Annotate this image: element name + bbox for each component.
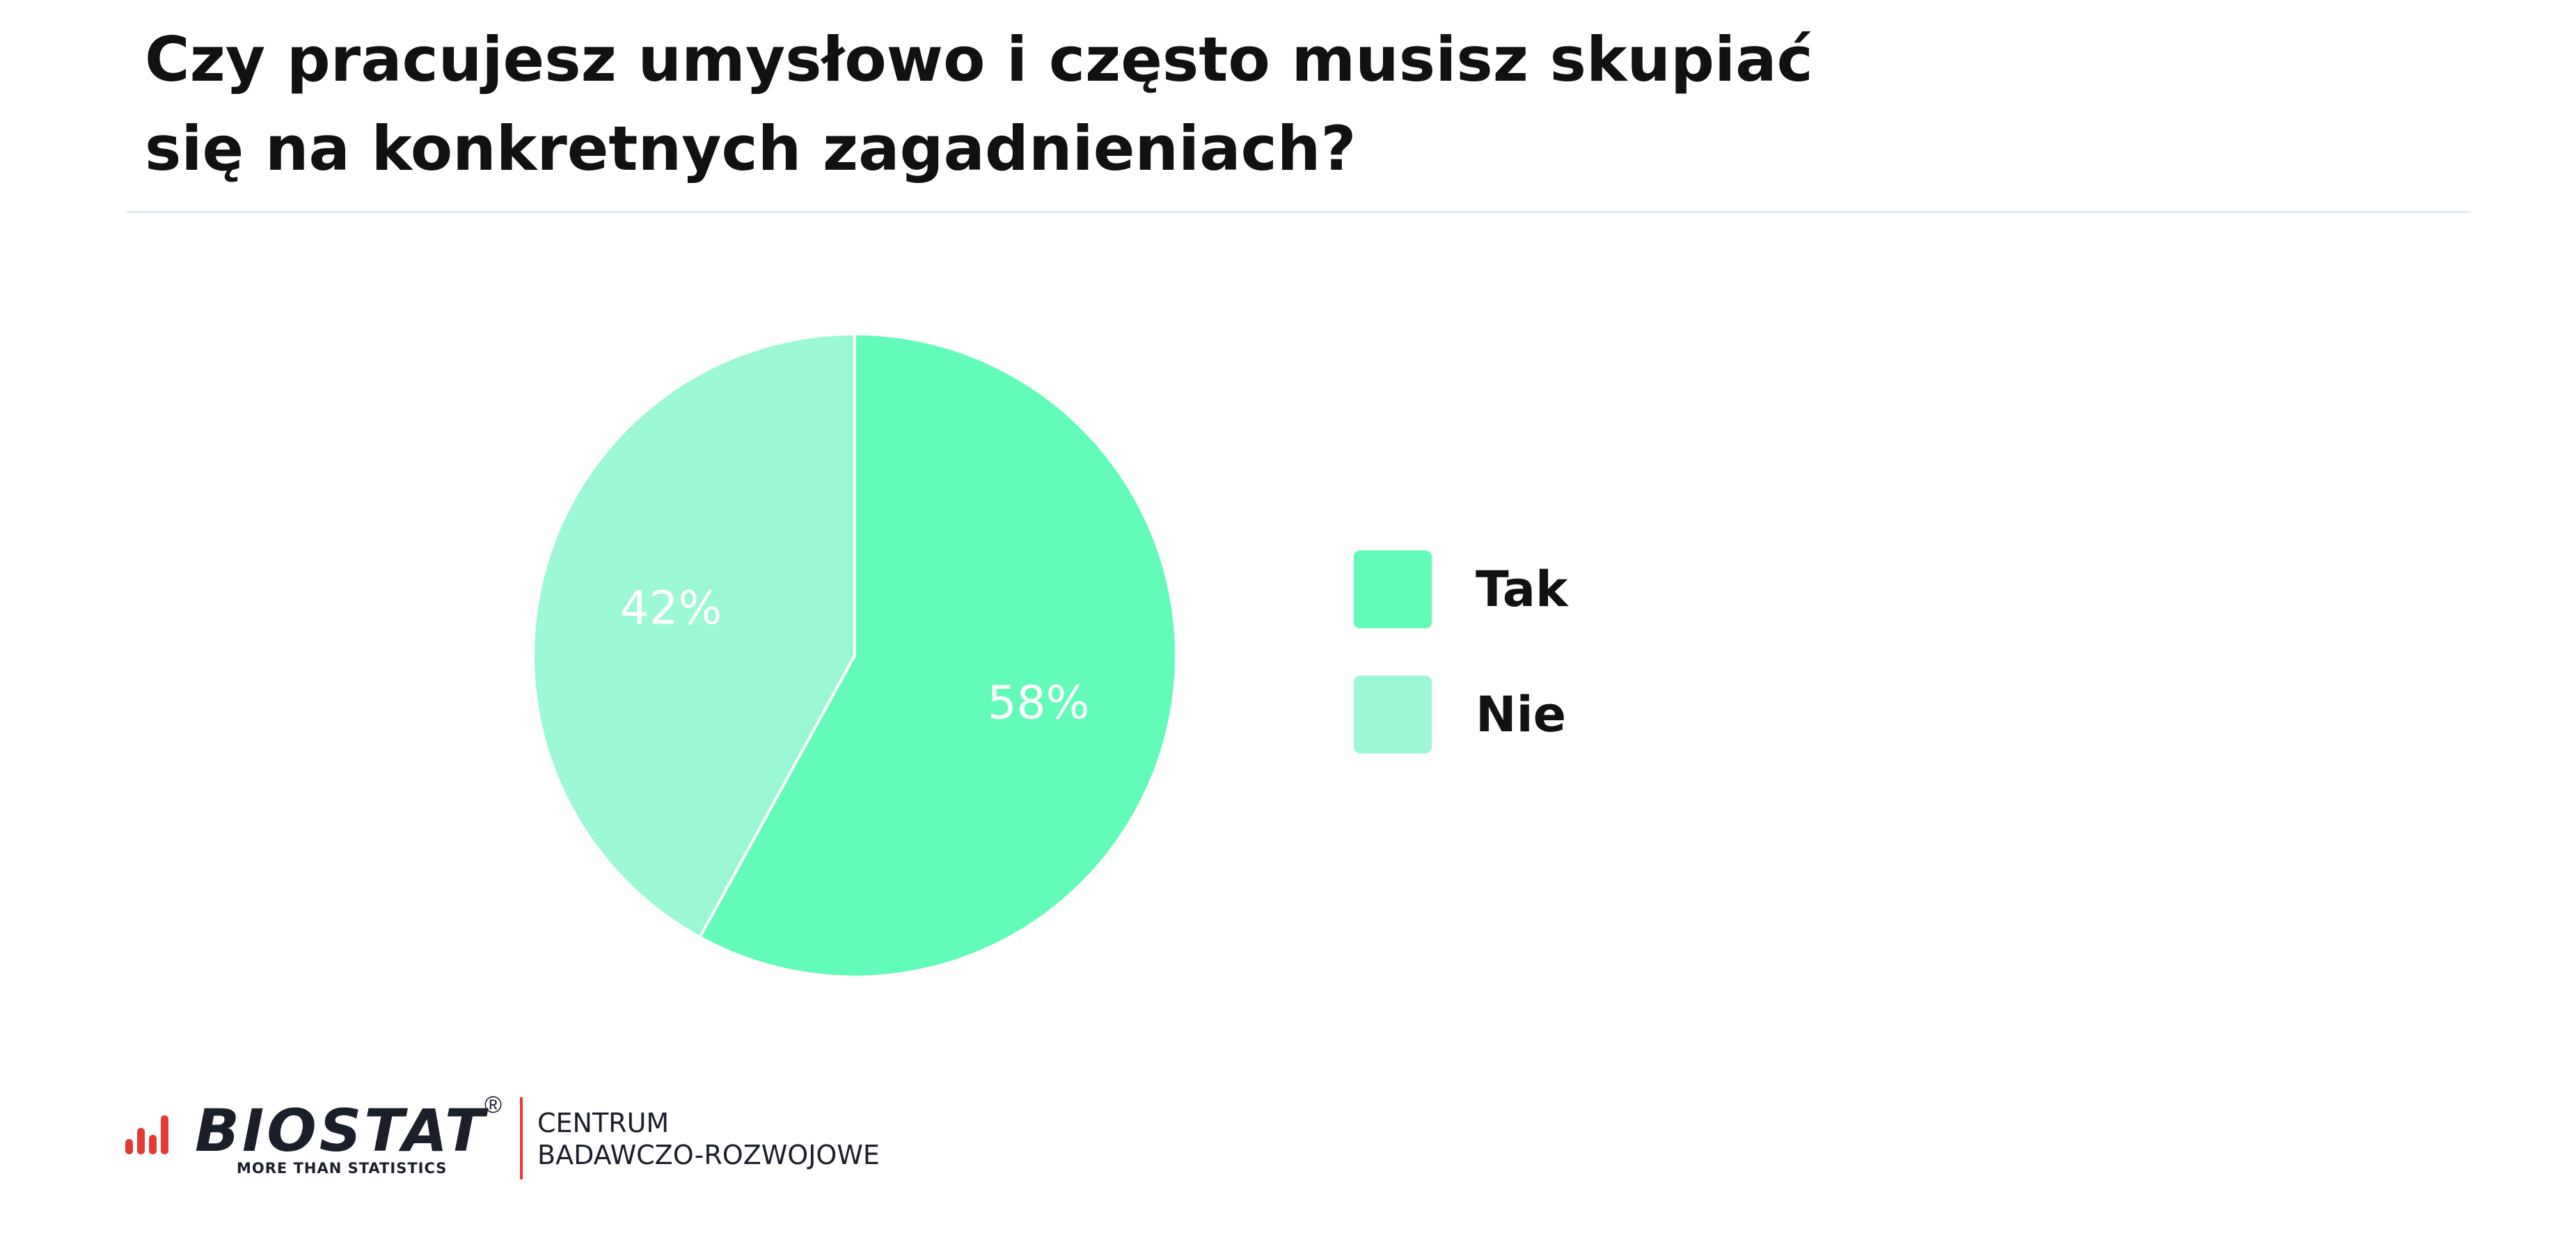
logo-org-line-2: BADAWCZO-ROZWOJOWE bbox=[537, 1140, 880, 1170]
pie-slice-nie bbox=[532, 333, 856, 939]
logo-organization: CENTRUM BADAWCZO-ROZWOJOWE bbox=[537, 1107, 880, 1171]
chart-title-line-1: Czy pracujesz umysłowo i często musisz s… bbox=[145, 24, 1813, 95]
logo-bars-icon bbox=[125, 1108, 175, 1154]
logo-brand-text: BIOSTAT bbox=[195, 1097, 488, 1165]
legend-label-tak: Tak bbox=[1476, 561, 1568, 618]
logo-registered-mark: ® bbox=[484, 1092, 503, 1118]
title-divider bbox=[125, 211, 2471, 213]
legend-swatch-nie bbox=[1354, 676, 1432, 754]
chart-title: Czy pracujesz umysłowo i często musisz s… bbox=[145, 15, 1954, 193]
biostat-logo: BIOSTAT ® MORE THAN STATISTICS CENTRUM B… bbox=[125, 1092, 926, 1186]
pie-slice-tak bbox=[698, 333, 1178, 978]
pie-label-nie: 42% bbox=[620, 582, 722, 635]
chart-title-line-2: się na konkretnych zagadnieniach? bbox=[145, 113, 1357, 184]
logo-separator bbox=[520, 1097, 523, 1179]
legend-item-nie: Nie bbox=[1354, 676, 1980, 756]
legend-swatch-tak bbox=[1354, 550, 1432, 628]
legend-item-tak: Tak bbox=[1354, 550, 1980, 631]
logo-tagline: MORE THAN STATISTICS bbox=[237, 1160, 448, 1177]
logo-org-line-1: CENTRUM bbox=[537, 1108, 670, 1138]
pie-label-tak: 58% bbox=[988, 676, 1090, 729]
legend-label-nie: Nie bbox=[1476, 686, 1567, 743]
